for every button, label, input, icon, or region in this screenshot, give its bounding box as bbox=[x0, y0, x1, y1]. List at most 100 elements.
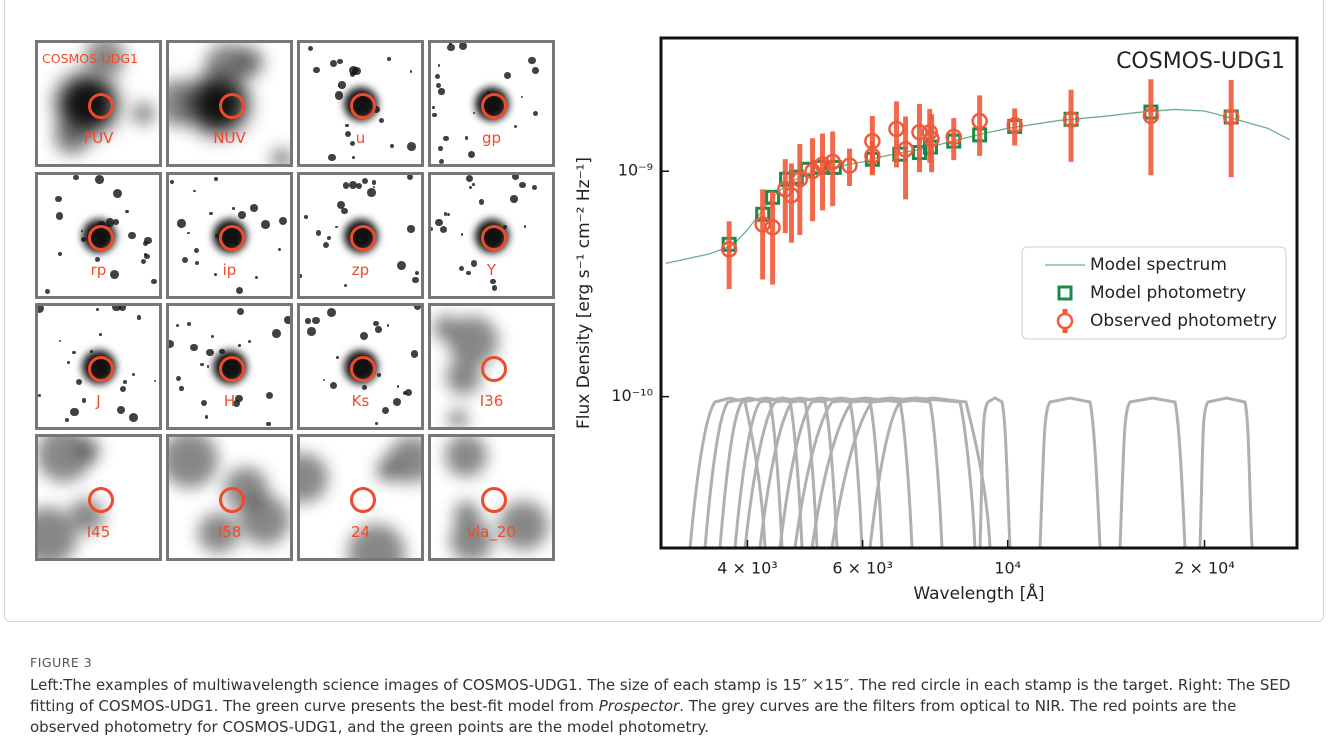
stamp-texture bbox=[453, 501, 480, 527]
observed-point bbox=[923, 130, 940, 148]
filter-curves bbox=[688, 396, 1254, 549]
stamp-texture bbox=[520, 96, 523, 99]
stamp-label: u bbox=[355, 129, 366, 147]
stamp-label: H bbox=[223, 392, 236, 410]
stamp-texture bbox=[175, 323, 180, 327]
stamp-texture bbox=[330, 60, 338, 67]
target-circle bbox=[481, 225, 507, 251]
stamp-texture bbox=[414, 306, 421, 311]
y-tick-label: 10⁻¹⁰ bbox=[611, 386, 653, 405]
stamp-texture bbox=[250, 204, 258, 212]
stamp-texture bbox=[112, 306, 121, 311]
stamp-texture bbox=[345, 130, 352, 138]
stamp-texture bbox=[336, 58, 343, 65]
stamp-texture bbox=[38, 394, 41, 398]
stamp: u bbox=[297, 40, 424, 167]
caption-text: . The grey curves are the filters from o… bbox=[30, 697, 1237, 736]
stamp-texture bbox=[322, 242, 329, 249]
stamp-texture bbox=[112, 189, 122, 198]
target-circle bbox=[88, 93, 114, 119]
stamp-texture bbox=[238, 344, 242, 347]
observed-point bbox=[754, 216, 771, 233]
stamp: vla_20 bbox=[428, 434, 555, 561]
stamp-texture bbox=[504, 71, 512, 79]
legend-label: Model photometry bbox=[1090, 283, 1246, 303]
stamp-texture bbox=[337, 200, 346, 209]
stamp-texture bbox=[409, 70, 413, 73]
filter-curve bbox=[778, 396, 884, 549]
stamp: I58 bbox=[166, 434, 293, 561]
stamp: I45 bbox=[35, 434, 162, 561]
stamp-texture bbox=[271, 329, 281, 338]
stamp-texture bbox=[323, 379, 326, 382]
stamp-texture bbox=[129, 413, 139, 423]
stamp-texture bbox=[338, 81, 346, 89]
stamp-texture bbox=[177, 219, 186, 228]
stamp-texture bbox=[284, 316, 290, 324]
stamp-texture bbox=[387, 437, 421, 483]
stamp-texture bbox=[532, 185, 538, 191]
stamp-texture bbox=[499, 501, 548, 550]
stamp-label: FUV bbox=[83, 129, 114, 147]
stamp-texture bbox=[437, 64, 441, 67]
stamp-texture bbox=[350, 72, 356, 78]
stamp-texture bbox=[236, 307, 244, 315]
stamp-texture bbox=[415, 270, 420, 275]
stamp: I36 bbox=[428, 303, 555, 430]
stamp-texture bbox=[169, 339, 174, 349]
target-circle bbox=[219, 93, 245, 119]
stamp-texture bbox=[448, 409, 469, 427]
legend-label: Model spectrum bbox=[1090, 255, 1227, 275]
stamp-texture bbox=[458, 43, 467, 51]
stamp-texture bbox=[361, 384, 367, 390]
stamp-texture bbox=[467, 151, 476, 159]
target-circle bbox=[88, 225, 114, 251]
stamp-texture bbox=[307, 327, 316, 336]
observed-point bbox=[1062, 111, 1080, 128]
stamp-texture bbox=[335, 356, 339, 360]
observed-point bbox=[1142, 107, 1160, 125]
observed-point bbox=[720, 241, 738, 258]
stamp-texture bbox=[396, 384, 400, 388]
stamp-texture bbox=[337, 84, 340, 87]
observed-point bbox=[824, 153, 841, 171]
stamp-label: I58 bbox=[217, 523, 242, 541]
stamp-texture bbox=[232, 400, 240, 408]
stamp-texture bbox=[254, 275, 258, 279]
stamp-texture bbox=[235, 394, 243, 403]
stamp-texture bbox=[261, 220, 270, 229]
stamp: FUV COSMOS-UDG1 bbox=[35, 40, 162, 167]
stamp-texture bbox=[44, 289, 50, 295]
stamp-texture bbox=[435, 82, 442, 89]
stamp-label: NUV bbox=[213, 129, 246, 147]
filter-curve bbox=[830, 396, 977, 549]
stamp-texture bbox=[214, 177, 218, 181]
stamp-texture bbox=[270, 148, 290, 164]
stamp-texture bbox=[449, 43, 453, 45]
stamp-texture bbox=[136, 314, 142, 320]
x-tick-label: 4 × 10³ bbox=[717, 559, 778, 578]
stamp-texture bbox=[96, 308, 99, 311]
stamp-texture bbox=[464, 136, 469, 140]
stamp-texture bbox=[179, 386, 184, 391]
observed-point bbox=[864, 132, 881, 150]
stamp-label: ip bbox=[222, 261, 237, 279]
stamp-texture bbox=[528, 56, 537, 65]
stamp-texture bbox=[335, 225, 338, 229]
stamp-texture bbox=[373, 320, 379, 327]
stamp-texture bbox=[206, 348, 214, 357]
stamp-texture bbox=[439, 159, 445, 164]
stamp-texture bbox=[38, 306, 45, 314]
stamp-texture bbox=[58, 340, 61, 343]
stamp-texture bbox=[72, 175, 79, 181]
legend-box bbox=[1021, 246, 1287, 340]
stamp-texture bbox=[72, 350, 76, 355]
stamp-texture bbox=[371, 180, 376, 185]
stamp-texture bbox=[445, 358, 482, 395]
target-circle bbox=[350, 225, 376, 251]
stamp-texture bbox=[491, 285, 498, 292]
stamp-label: gp bbox=[481, 129, 502, 147]
stamp-texture bbox=[85, 43, 126, 77]
stamp-texture bbox=[304, 215, 308, 220]
stamp-texture bbox=[81, 398, 87, 404]
